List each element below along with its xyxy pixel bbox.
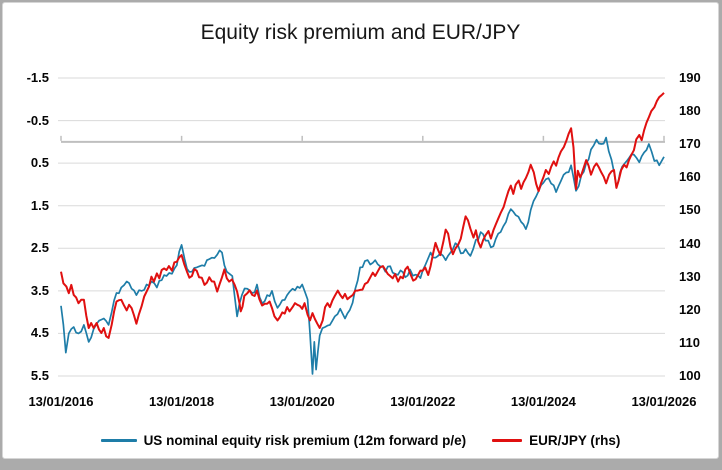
chart-title: Equity risk premium and EUR/JPY: [200, 21, 521, 44]
legend-label-eurjpy: EUR/JPY (rhs): [529, 433, 621, 448]
right-axis-tick-label: 100: [679, 368, 701, 383]
gridlines: [58, 77, 665, 377]
legend: US nominal equity risk premium (12m forw…: [3, 433, 718, 448]
legend-entry-erp: US nominal equity risk premium (12m forw…: [100, 433, 467, 448]
left-axis-tick-label: -0.5: [26, 112, 49, 128]
chart-panel: Equity risk premium and EUR/JPY -1.5 -0.5…: [2, 2, 719, 459]
right-axis-tick-label: 160: [679, 169, 701, 185]
legend-entry-eurjpy: EUR/JPY (rhs): [492, 433, 620, 448]
left-axis-tick-label: 4.5: [30, 325, 49, 341]
x-axis-tick-label: 13/01/2018: [149, 394, 215, 409]
right-axis-tick-label: 110: [679, 334, 700, 350]
right-axis-tick-label: 130: [679, 268, 701, 284]
x-axis-tick-label: 13/01/2022: [390, 394, 456, 409]
left-axis-tick-label: -1.5: [26, 70, 49, 85]
x-axis-line: [60, 135, 665, 143]
right-axis-tick-label: 170: [679, 136, 701, 152]
right-axis-tick-label: 120: [679, 301, 701, 317]
x-axis-tick-label: 13/01/2024: [510, 394, 576, 409]
series-lines: [60, 92, 665, 375]
left-axis-tick-label: 5.5: [30, 368, 49, 383]
left-axis-tick-label: 3.5: [30, 282, 49, 298]
right-axis-tick-label: 150: [679, 202, 701, 218]
x-axis-tick-label: 13/01/2020: [269, 394, 335, 409]
right-axis-tick-label: 140: [679, 235, 701, 251]
left-axis-tick-label: 2.5: [30, 240, 49, 256]
right-axis-tick-label: 180: [679, 103, 701, 119]
x-axis-tick-label: 13/01/2026: [631, 394, 697, 409]
left-axis-tick-label: 1.5: [30, 197, 49, 213]
legend-line-sample-blue: [100, 439, 137, 442]
legend-label-erp: US nominal equity risk premium (12m forw…: [143, 433, 467, 448]
right-axis-tick-label: 190: [679, 70, 701, 85]
x-axis-tick-label: 13/01/2016: [28, 394, 94, 409]
plot-area: [58, 77, 665, 377]
series-line-1: [60, 92, 665, 339]
series-line-0: [60, 136, 665, 375]
left-axis-tick-label: 0.5: [30, 155, 49, 171]
legend-line-sample-red: [492, 439, 523, 442]
